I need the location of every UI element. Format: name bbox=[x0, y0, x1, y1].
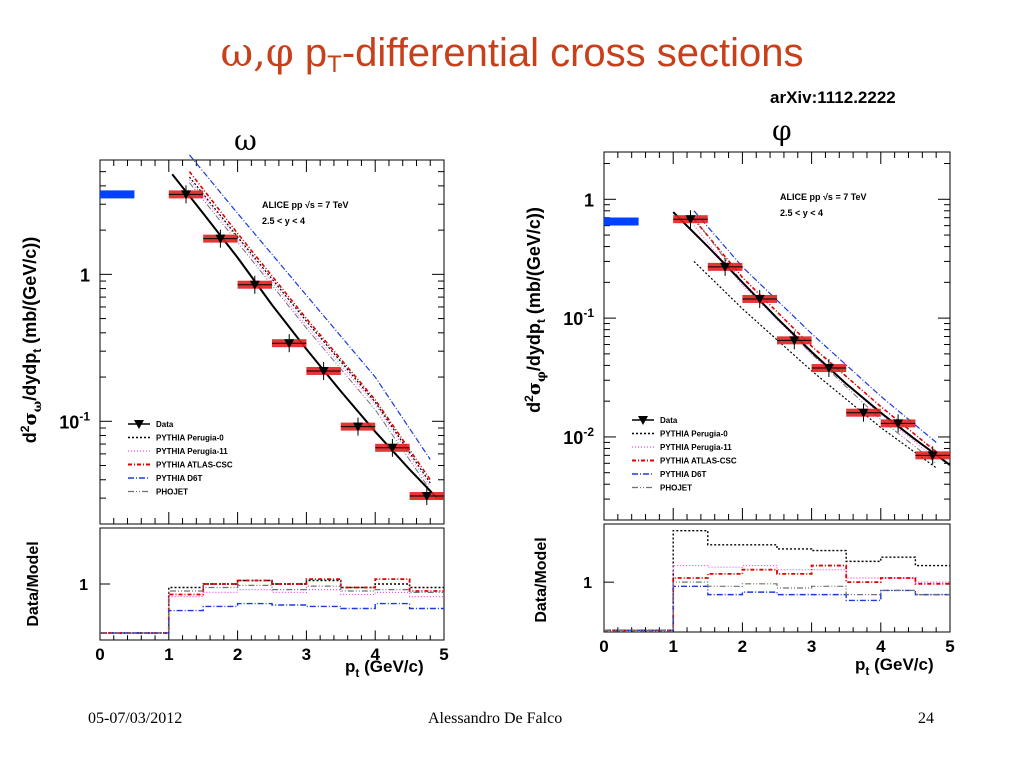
x-tick-label: 0 bbox=[95, 645, 104, 664]
legend-label: PHOJET bbox=[660, 484, 692, 493]
legend-label: PYTHIA Perugia-11 bbox=[156, 447, 228, 456]
legend-label: PYTHIA Perugia-0 bbox=[660, 430, 728, 439]
data-point bbox=[387, 443, 398, 453]
ratio-histogram-pythia-d6t bbox=[100, 602, 444, 634]
legend-label: PYTHIA ATLAS-CSC bbox=[660, 457, 737, 466]
reference-band bbox=[100, 190, 135, 199]
x-tick-label: 5 bbox=[945, 637, 954, 656]
data-point bbox=[893, 419, 904, 429]
model-curve-phojet bbox=[693, 217, 937, 464]
fit-curve bbox=[171, 173, 438, 499]
y-tick-label: 10-1 bbox=[563, 306, 594, 329]
ratio-histogram-pythia-atlas-csc bbox=[604, 564, 950, 632]
ratio-plot-frame bbox=[603, 523, 951, 633]
info-text: ALICE pp √s = 7 TeV bbox=[780, 192, 867, 202]
legend-marker-data bbox=[638, 416, 648, 425]
x-axis-label: pt (GeV/c) bbox=[345, 657, 424, 680]
data-point bbox=[720, 262, 731, 272]
legend-label: PYTHIA D6T bbox=[660, 470, 706, 479]
fit-curve bbox=[672, 211, 951, 466]
y-tick-label: 1 bbox=[80, 265, 90, 285]
title-subscript: T bbox=[327, 51, 342, 78]
model-curve-phojet bbox=[189, 182, 431, 491]
phi-panel-symbol: φ bbox=[772, 114, 792, 147]
x-axis-label: pt (GeV/c) bbox=[855, 655, 934, 678]
model-curve-pythia-atlas-csc bbox=[188, 171, 431, 481]
data-point bbox=[284, 339, 295, 349]
ratio-tick-label: 1 bbox=[583, 575, 592, 592]
legend-label: PYTHIA Perugia-0 bbox=[156, 434, 224, 443]
y-axis-label: d2σφ/dydpt (mb/(GeV/c)) bbox=[522, 207, 548, 413]
data-point bbox=[754, 294, 765, 304]
y-axis-label: d2σω/dydpt (mb/(GeV/c)) bbox=[18, 237, 44, 443]
legend-label: PYTHIA Perugia-11 bbox=[660, 443, 732, 452]
info-text: ALICE pp √s = 7 TeV bbox=[262, 200, 349, 210]
data-point bbox=[318, 366, 329, 376]
data-point bbox=[215, 234, 226, 244]
legend-marker-data bbox=[134, 420, 144, 429]
chart-panel-omega: 1 10-1 0 1 2 3 4 5 1 d2σω/dydpt (mb/(GeV/c)) Data/… bbox=[18, 154, 449, 680]
data-point bbox=[789, 336, 800, 346]
data-point bbox=[353, 422, 363, 432]
ratio-axis-label: Data/Model bbox=[533, 537, 550, 622]
footer-date: 05-07/03/2012 bbox=[88, 710, 183, 727]
main-plot-frame bbox=[603, 151, 951, 521]
slide-title: ω,φ pT-differential cross sections bbox=[0, 30, 1024, 79]
x-tick-label: 1 bbox=[668, 637, 677, 656]
x-tick-label: 4 bbox=[370, 645, 380, 664]
model-curve-pythia-d6t bbox=[188, 154, 431, 460]
x-tick-label: 2 bbox=[233, 645, 242, 664]
title-greek: ω,φ bbox=[220, 30, 294, 76]
data-point bbox=[858, 408, 869, 418]
legend: Data PYTHIA Perugia-0 PYTHIA Perugia-11 PYT… bbox=[632, 416, 737, 493]
footer-page-number: 24 bbox=[918, 710, 934, 727]
legend-label: PYTHIA D6T bbox=[156, 474, 202, 483]
y-tick-label: 10-2 bbox=[563, 425, 594, 448]
ratio-histogram-phojet bbox=[100, 584, 444, 634]
legend: Data PYTHIA Perugia-0 PYTHIA Perugia-11 PYT… bbox=[128, 420, 233, 497]
x-tick-label: 4 bbox=[876, 637, 886, 656]
legend-label: PHOJET bbox=[156, 488, 188, 497]
legend-label: PYTHIA ATLAS-CSC bbox=[156, 461, 233, 470]
model-curve-pythia-perugia-11 bbox=[189, 179, 431, 487]
ratio-histogram-pythia-atlas-csc bbox=[100, 578, 444, 634]
ratio-histogram-pythia-d6t bbox=[604, 585, 950, 632]
data-point bbox=[181, 190, 191, 200]
x-tick-label: 3 bbox=[807, 637, 816, 656]
ratio-histogram-phojet bbox=[604, 581, 950, 631]
title-rest: -differential cross sections bbox=[341, 31, 804, 75]
model-curve-pythia-d6t bbox=[693, 210, 937, 443]
ratio-tick-label: 1 bbox=[79, 577, 88, 594]
arxiv-reference: arXiv:1112.2222 bbox=[770, 88, 896, 107]
chart-panel-phi: 1 10-1 10-2 0 1 2 3 4 5 1 d2σφ/dydpt (mb/(GeV/c)) D… bbox=[522, 151, 955, 678]
data-point bbox=[421, 492, 432, 502]
ratio-histogram-pythia-perugia-11 bbox=[604, 564, 950, 631]
data-point bbox=[927, 451, 938, 461]
data-point bbox=[823, 364, 834, 374]
y-tick-label: 1 bbox=[584, 190, 594, 210]
ratio-histogram-pythia-perugia-11 bbox=[100, 589, 444, 634]
footer-author: Alessandro De Falco bbox=[428, 710, 563, 727]
legend-label: Data bbox=[660, 416, 678, 425]
x-tick-label: 0 bbox=[599, 637, 608, 656]
ratio-axis-label: Data/Model bbox=[25, 541, 42, 626]
info-text: 2.5 < y < 4 bbox=[262, 216, 305, 226]
model-curve-pythia-perugia-0 bbox=[188, 176, 431, 484]
data-point bbox=[249, 280, 260, 290]
x-tick-label: 3 bbox=[302, 645, 311, 664]
title-p: p bbox=[293, 31, 328, 75]
data-point bbox=[685, 215, 696, 225]
legend-label: Data bbox=[156, 420, 174, 429]
omega-panel-symbol: ω bbox=[234, 124, 257, 157]
reference-band bbox=[604, 217, 639, 226]
y-tick-label: 10-1 bbox=[59, 409, 90, 432]
x-tick-label: 1 bbox=[164, 645, 173, 664]
x-tick-label: 2 bbox=[738, 637, 747, 656]
info-text: 2.5 < y < 4 bbox=[780, 208, 823, 218]
x-tick-label: 5 bbox=[439, 645, 448, 664]
ratio-histogram-pythia-perugia-0 bbox=[604, 529, 950, 632]
